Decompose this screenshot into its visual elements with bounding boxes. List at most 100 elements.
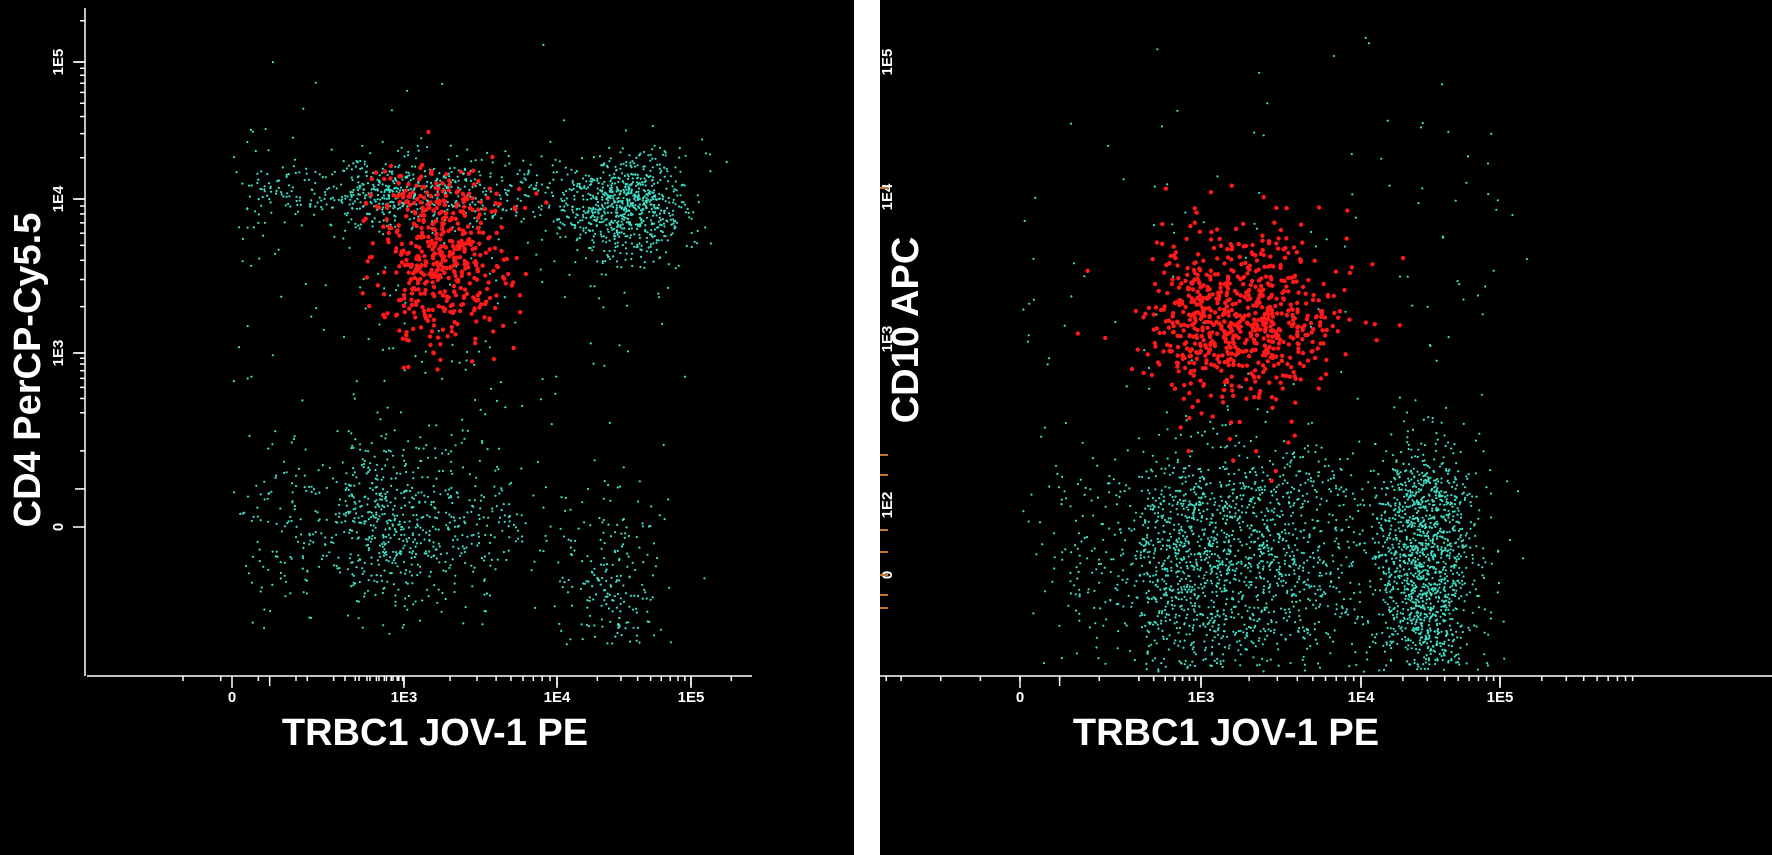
right-data-point bbox=[1269, 583, 1272, 586]
left-data-point bbox=[647, 189, 650, 192]
right-data-point bbox=[1189, 580, 1192, 583]
right-data-point bbox=[1157, 668, 1160, 671]
left-data-point bbox=[624, 532, 627, 535]
left-data-point bbox=[470, 542, 473, 545]
left-data-point bbox=[304, 282, 307, 286]
right-data-point bbox=[1245, 476, 1248, 479]
left-data-point bbox=[388, 163, 394, 169]
left-data-point bbox=[246, 325, 249, 328]
right-data-point bbox=[1174, 543, 1177, 546]
left-data-point bbox=[470, 239, 475, 245]
right-data-point bbox=[1306, 540, 1310, 544]
right-data-point bbox=[1281, 513, 1284, 516]
left-data-point bbox=[373, 579, 376, 582]
right-data-point bbox=[1140, 626, 1144, 629]
left-data-point bbox=[440, 327, 446, 332]
left-data-point bbox=[625, 221, 629, 224]
right-data-point bbox=[1240, 487, 1243, 490]
right-data-point bbox=[1189, 597, 1192, 600]
right-data-point bbox=[1158, 611, 1161, 615]
left-data-point bbox=[657, 226, 660, 229]
left-data-point bbox=[679, 194, 682, 197]
right-data-point bbox=[1154, 621, 1157, 625]
left-data-point bbox=[610, 188, 613, 191]
left-data-point bbox=[368, 535, 371, 539]
left-data-point bbox=[466, 271, 472, 276]
right-data-point bbox=[1266, 659, 1269, 663]
left-data-point bbox=[423, 538, 426, 541]
left-data-point bbox=[621, 202, 624, 205]
left-data-point bbox=[414, 355, 417, 358]
left-data-point bbox=[514, 526, 518, 529]
left-data-point bbox=[467, 281, 472, 286]
left-data-point bbox=[386, 458, 389, 461]
right-data-point bbox=[1291, 533, 1295, 536]
left-data-point bbox=[627, 189, 630, 192]
right-data-point bbox=[1327, 521, 1330, 524]
left-data-point bbox=[633, 233, 636, 236]
left-data-point bbox=[481, 441, 484, 444]
right-data-point bbox=[1154, 499, 1157, 502]
left-data-point bbox=[354, 582, 357, 585]
left-data-point bbox=[656, 556, 659, 560]
left-data-point bbox=[350, 585, 353, 588]
left-data-point bbox=[504, 164, 507, 167]
left-data-point bbox=[656, 163, 659, 166]
right-data-point bbox=[1178, 570, 1181, 573]
right-data-point bbox=[1080, 540, 1083, 543]
left-data-point bbox=[392, 559, 395, 562]
left-data-point bbox=[609, 620, 612, 624]
left-data-point bbox=[591, 208, 594, 211]
left-axes bbox=[73, 8, 752, 688]
left-data-point bbox=[628, 221, 632, 224]
left-data-point bbox=[418, 501, 421, 504]
left-data-point bbox=[615, 206, 618, 209]
left-data-point bbox=[645, 201, 648, 204]
left-data-point bbox=[613, 219, 617, 222]
left-data-point bbox=[576, 190, 579, 194]
right-data-point bbox=[1208, 523, 1211, 527]
right-data-point bbox=[1191, 474, 1195, 477]
left-data-point bbox=[658, 212, 662, 215]
left-data-point bbox=[571, 585, 574, 589]
left-data-point bbox=[602, 563, 606, 566]
left-data-point bbox=[658, 514, 661, 517]
right-data-point bbox=[1108, 475, 1111, 478]
right-data-point bbox=[1063, 490, 1066, 493]
left-data-point bbox=[471, 168, 476, 173]
left-data-point bbox=[325, 486, 328, 489]
left-data-point bbox=[427, 554, 430, 557]
left-data-point bbox=[387, 197, 391, 200]
right-data-point bbox=[1321, 561, 1324, 565]
right-data-point bbox=[1174, 489, 1177, 492]
left-data-point bbox=[555, 375, 558, 378]
left-data-point bbox=[443, 241, 446, 245]
left-data-point bbox=[478, 517, 481, 521]
right-data-point bbox=[1223, 531, 1226, 534]
right-data-point bbox=[1335, 603, 1338, 606]
left-data-point bbox=[453, 216, 458, 221]
left-data-point bbox=[473, 246, 478, 251]
left-data-points bbox=[232, 43, 728, 646]
left-data-point bbox=[318, 491, 321, 494]
left-data-point bbox=[351, 529, 354, 532]
right-data-point bbox=[1237, 509, 1240, 512]
left-data-point bbox=[605, 603, 608, 606]
left-data-point bbox=[285, 471, 288, 474]
right-data-point bbox=[1142, 549, 1146, 552]
left-y-tick-label: 0 bbox=[50, 523, 67, 531]
right-data-point bbox=[1183, 585, 1186, 588]
left-data-point bbox=[631, 160, 634, 163]
right-data-point bbox=[1331, 470, 1334, 473]
left-data-point bbox=[331, 173, 334, 176]
left-data-point bbox=[397, 284, 400, 287]
left-data-point bbox=[428, 424, 431, 427]
left-data-point bbox=[436, 190, 439, 193]
left-data-point bbox=[650, 207, 653, 211]
right-data-point bbox=[1264, 514, 1267, 517]
right-data-point bbox=[1243, 623, 1246, 626]
right-data-point bbox=[1157, 541, 1160, 544]
right-data-point bbox=[1184, 499, 1187, 502]
left-data-point bbox=[440, 181, 445, 186]
left-data-point bbox=[686, 207, 689, 210]
